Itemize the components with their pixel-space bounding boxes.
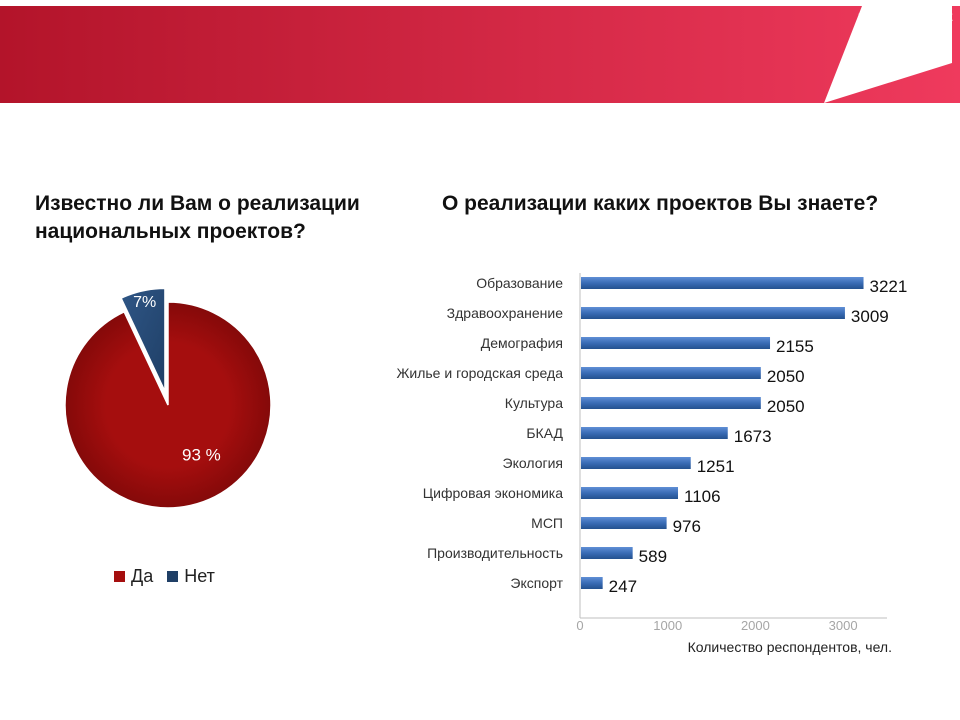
x-tick-label: 0 (576, 618, 583, 633)
bar (581, 277, 864, 289)
category-label: Жилье и городская среда (396, 365, 563, 381)
category-label: Экология (503, 455, 563, 471)
projects-bar-chart: Образование 3221 Здравоохранение 3009 Демогр… (396, 273, 908, 655)
legend-swatch-yes (114, 571, 125, 582)
bar-value-label: 1673 (734, 427, 772, 446)
x-axis-label: Количество респондентов, чел. (688, 639, 892, 655)
bar (581, 397, 761, 409)
logo-line-3: РОССИИ (858, 34, 904, 46)
category-label: Здравоохранение (447, 305, 564, 321)
category-label: Культура (505, 395, 563, 411)
category-label: Экспорт (510, 575, 563, 591)
legend-label-no: Нет (184, 566, 215, 586)
bar (581, 577, 603, 589)
bar-value-label: 976 (673, 517, 701, 536)
bar-chart-title: О реализации каких проектов Вы знаете? (442, 192, 879, 215)
bar-value-label: 3009 (851, 307, 889, 326)
category-label: Цифровая экономика (423, 485, 563, 501)
bar-value-label: 2050 (767, 367, 805, 386)
category-label: БКАД (526, 425, 563, 441)
pie-slice-no (120, 287, 166, 392)
pie-legend: Да Нет (114, 566, 229, 587)
category-label: Образование (476, 275, 563, 291)
legend-swatch-no (167, 571, 179, 582)
bar (581, 337, 771, 349)
bar (581, 487, 679, 499)
bar (581, 457, 691, 469)
category-label: МСП (531, 515, 563, 531)
bar (581, 367, 761, 379)
x-tick-label: 1000 (653, 618, 682, 633)
pie-label-no: 7% (133, 294, 156, 311)
pie-label-yes: 93 % (182, 446, 221, 465)
pie-chart-title: Известно ли Вам о реализации национальны… (35, 192, 360, 243)
logo-line-2: ПРОЕКТЫ (858, 23, 912, 35)
bar-value-label: 247 (609, 577, 637, 596)
pie-slice-yes (64, 301, 272, 509)
bar-value-label: 1251 (697, 457, 735, 476)
bar-value-label: 2155 (776, 337, 814, 356)
awareness-pie-chart: 93 % 7% (64, 287, 272, 509)
bar-value-label: 1106 (684, 487, 721, 506)
header-banner (0, 6, 960, 103)
bar (581, 307, 845, 319)
national-projects-logo: НАЦИОНАЛЬНЫЕ ПРОЕКТЫ РОССИИ (858, 13, 958, 46)
bar (581, 427, 728, 439)
bar-value-label: 3221 (870, 277, 908, 296)
category-label: Производительность (427, 545, 563, 561)
logo-shape (824, 6, 952, 103)
legend-label-yes: Да (131, 566, 154, 586)
x-tick-label: 3000 (829, 618, 858, 633)
bar (581, 517, 667, 529)
x-tick-label: 2000 (741, 618, 770, 633)
bar-value-label: 2050 (767, 397, 805, 416)
category-label: Демография (481, 335, 563, 351)
bar-value-label: 589 (639, 547, 667, 566)
bar (581, 547, 633, 559)
logo-line-1: НАЦИОНАЛЬНЫЕ (858, 12, 953, 24)
